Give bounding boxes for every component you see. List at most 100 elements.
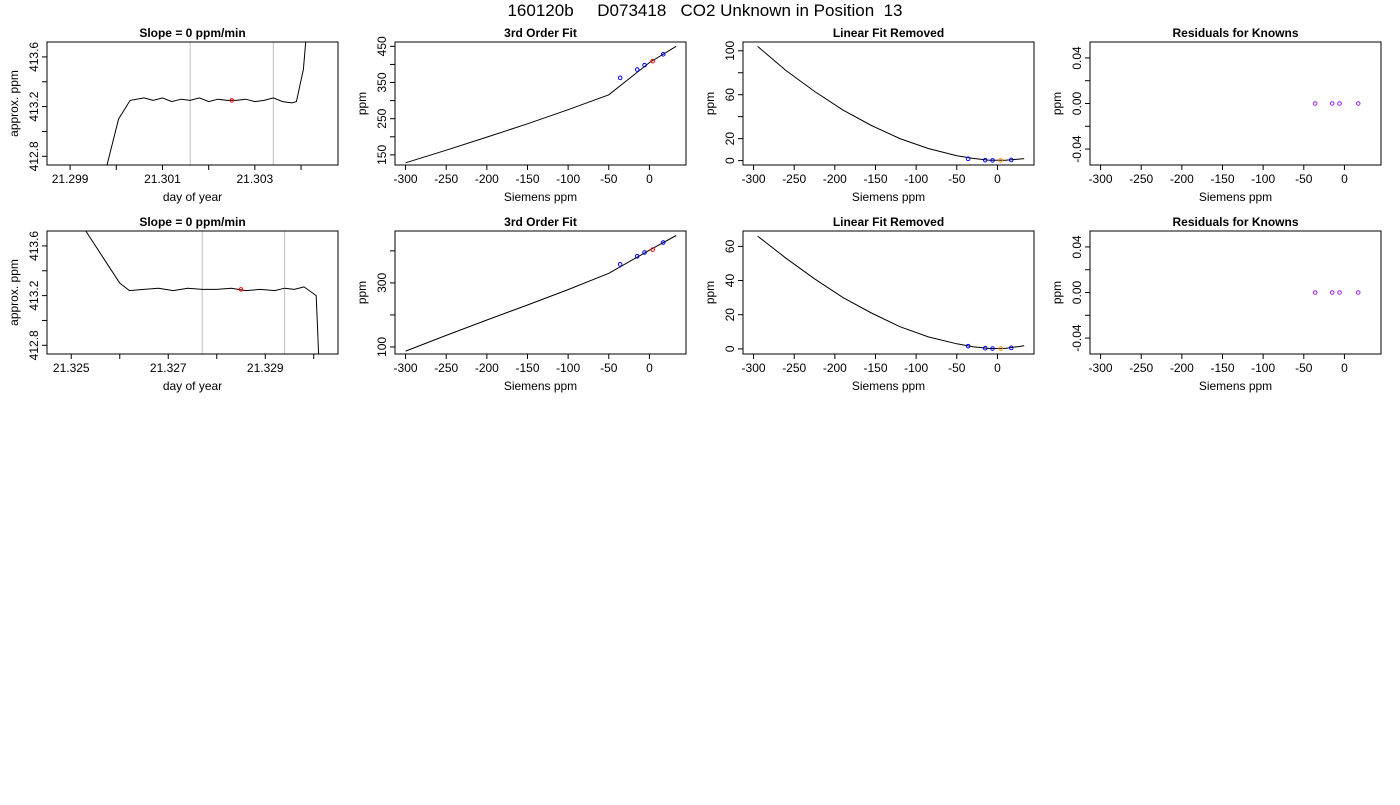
data-layer: [757, 235, 1025, 351]
data-point-residual: [1329, 101, 1335, 106]
data-point-residual: [1337, 290, 1342, 295]
y-tick-label: 20: [723, 308, 737, 322]
x-tick-label: 21.329: [247, 361, 284, 375]
y-tick-label: 60: [723, 88, 737, 102]
x-tick-label: -200: [1170, 361, 1194, 375]
data-point-known: [660, 240, 666, 245]
data-point-known: [982, 345, 988, 351]
plot-frame: [394, 41, 687, 166]
x-tick-label: 0: [994, 361, 1001, 375]
x-tick-label: -300: [742, 361, 766, 375]
data-point-residual: [1312, 101, 1318, 106]
panel-title: Slope = 0 ppm/min: [139, 26, 245, 40]
data-point-known: [1008, 345, 1014, 351]
x-tick-label: -300: [394, 361, 418, 375]
data-layer: [85, 231, 320, 354]
series-line: [757, 235, 1025, 350]
data-point-unknown: [650, 58, 655, 64]
x-tick-label: -100: [1251, 361, 1275, 375]
x-tick-label: -200: [823, 361, 847, 375]
y-tick-label: -0.04: [1070, 324, 1084, 352]
x-tick-label: 0: [646, 172, 653, 186]
data-layer: [757, 46, 1025, 163]
data-point-unknown_lin: [998, 158, 1003, 163]
x-tick-label: -150: [863, 361, 887, 375]
data-point-known: [990, 346, 995, 351]
x-axis-label: Siemens ppm: [852, 190, 925, 204]
x-axis-label: Siemens ppm: [504, 379, 577, 393]
x-axis-label: Siemens ppm: [1199, 379, 1272, 393]
data-point-unknown: [650, 247, 655, 252]
x-tick-label: -250: [782, 172, 806, 186]
y-tick-label: 100: [375, 337, 389, 357]
y-axis-label: approx. ppm: [7, 70, 21, 137]
y-tick-label: 350: [375, 72, 389, 92]
y-tick-label: 0.04: [1070, 235, 1084, 259]
x-tick-label: -150: [1210, 361, 1234, 375]
x-tick-label: -150: [863, 172, 887, 186]
y-tick-label: 413.6: [27, 42, 41, 72]
x-tick-label: -200: [1170, 172, 1194, 186]
panel-title: Residuals for Knowns: [1172, 215, 1298, 229]
x-tick-label: -250: [782, 361, 806, 375]
y-tick-label: 0.00: [1070, 91, 1084, 115]
x-tick-label: -50: [600, 172, 618, 186]
x-tick-label: -300: [1089, 172, 1113, 186]
panel-title: Linear Fit Removed: [833, 215, 944, 229]
series-line: [106, 42, 307, 165]
x-axis-label: day of year: [163, 190, 222, 204]
y-axis-label: ppm: [703, 281, 717, 304]
x-tick-label: -100: [904, 172, 928, 186]
y-axis-label: approx. ppm: [7, 259, 21, 326]
y-tick-label: 60: [723, 239, 737, 253]
data-point-residual: [1329, 290, 1335, 295]
series-line: [405, 45, 677, 164]
y-tick-label: 413.2: [27, 91, 41, 121]
x-tick-label: -200: [475, 361, 499, 375]
y-axis-label: ppm: [1050, 92, 1064, 115]
panel-title: Residuals for Knowns: [1172, 26, 1298, 40]
x-axis-label: Siemens ppm: [1199, 190, 1272, 204]
x-tick-label: 0: [1341, 361, 1348, 375]
panel-0-0: Slope = 0 ppm/min 21.299 21.301 21.303 412.8…: [7, 26, 339, 204]
data-point-known: [634, 254, 640, 259]
y-tick-label: 0.00: [1070, 280, 1084, 304]
data-layer: [405, 45, 677, 164]
x-tick-label: -50: [1295, 361, 1313, 375]
y-axis-label: ppm: [703, 92, 717, 115]
data-point-unknown_lin: [998, 346, 1003, 351]
x-tick-label: 21.301: [144, 172, 181, 186]
y-axis-label: ppm: [355, 92, 369, 115]
x-tick-label: -50: [948, 172, 966, 186]
y-axis-label: ppm: [355, 281, 369, 304]
x-tick-label: -100: [904, 361, 928, 375]
x-tick-label: -300: [394, 172, 418, 186]
y-tick-label: 0: [723, 157, 737, 164]
y-tick-label: 412.8: [27, 330, 41, 360]
data-point-known: [617, 262, 623, 267]
plot-frame: [46, 41, 339, 166]
data-point-known: [617, 75, 623, 81]
series-line: [405, 235, 677, 352]
x-tick-label: -150: [515, 172, 539, 186]
x-tick-label: -250: [434, 361, 458, 375]
panel-title: Linear Fit Removed: [833, 26, 944, 40]
panel-title: Slope = 0 ppm/min: [139, 215, 245, 229]
panel-1-1: 3rd Order Fit -300 -250 -200 -150 -100 -50 0 100…: [355, 215, 687, 393]
x-tick-label: 21.299: [52, 172, 89, 186]
data-point-known: [982, 157, 988, 163]
x-tick-label: -250: [434, 172, 458, 186]
panel-0-3: Residuals for Knowns -300 -250 -200 -150 -100…: [1050, 26, 1382, 204]
data-point-residual: [1337, 101, 1342, 106]
x-tick-label: -200: [475, 172, 499, 186]
x-tick-label: -50: [1295, 172, 1313, 186]
y-tick-label: 250: [375, 108, 389, 128]
x-tick-label: -150: [1210, 172, 1234, 186]
data-point-residual: [1355, 101, 1361, 106]
x-axis-label: Siemens ppm: [852, 379, 925, 393]
y-tick-label: 0.04: [1070, 46, 1084, 70]
x-tick-label: 0: [994, 172, 1001, 186]
data-point-known: [965, 343, 971, 349]
x-tick-label: 0: [1341, 172, 1348, 186]
